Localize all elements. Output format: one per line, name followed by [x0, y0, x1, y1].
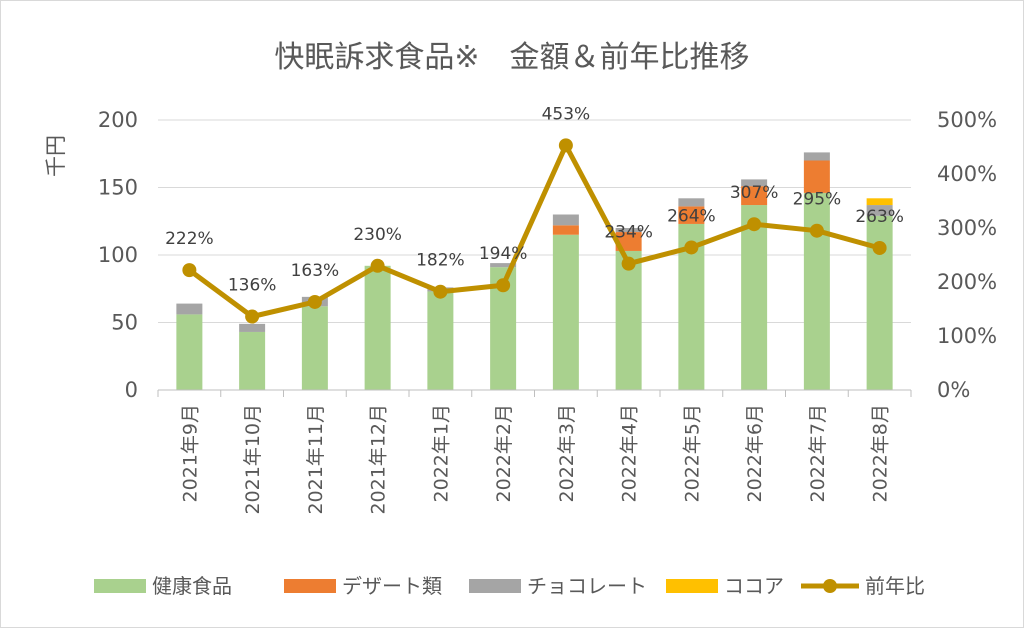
- bar-segment: [741, 205, 768, 390]
- x-tick-label: 2022年1月: [430, 404, 452, 502]
- legend-label: 前年比: [865, 574, 925, 598]
- x-tick-label: 2021年10月: [242, 404, 264, 515]
- line-point: [809, 223, 824, 238]
- labels-layer: 222% 136% 163% 230% 182% 194% 453% 234% 264% 307%…: [165, 104, 904, 295]
- line-layer: [182, 138, 887, 324]
- grid-layer: [158, 119, 911, 323]
- data-label: 264%: [667, 206, 716, 226]
- data-label: 307%: [730, 183, 779, 203]
- line-point: [370, 258, 385, 273]
- data-label: 182%: [416, 251, 465, 271]
- legend-label: 健康食品: [152, 574, 232, 598]
- y-tick-label: 50: [111, 311, 138, 335]
- bar-segment: [615, 228, 642, 233]
- line-point: [433, 284, 448, 299]
- bar-segment: [803, 160, 830, 193]
- line-point: [307, 294, 322, 309]
- chart-title: 快眠訴求食品※ 金額＆前年比推移: [274, 40, 749, 75]
- legend-label: デザート類: [342, 574, 442, 598]
- bar-segment: [490, 263, 517, 268]
- y2-tick-label: 200%: [937, 270, 997, 294]
- data-label: 263%: [855, 207, 904, 227]
- y-tick-label: 150: [98, 176, 138, 200]
- bar-segment: [176, 314, 203, 390]
- x-tick-label: 2021年12月: [368, 404, 390, 515]
- bar-segment: [803, 192, 830, 390]
- line-point: [496, 278, 511, 293]
- data-label: 163%: [291, 261, 340, 281]
- bar-segment: [176, 303, 203, 315]
- line-point: [747, 217, 762, 232]
- x-tick-label: 2022年5月: [681, 404, 703, 502]
- data-label: 234%: [604, 223, 653, 243]
- legend: 健康食品 デザート類 チョコレート ココア 前年比: [94, 574, 925, 598]
- bar-segment: [866, 198, 893, 206]
- line-series-path: [187, 142, 881, 320]
- x-tick-label: 2022年7月: [807, 404, 829, 502]
- y-tick-label: 100: [98, 243, 138, 267]
- y-tick-label: 200: [98, 108, 138, 132]
- bar-segment: [364, 265, 391, 390]
- bar-segment: [866, 205, 893, 216]
- line-point: [621, 256, 636, 271]
- bars-layer: [176, 152, 893, 390]
- x-tick-label: 2022年6月: [744, 404, 766, 502]
- bar-segment: [803, 152, 830, 161]
- data-label: 194%: [479, 244, 528, 264]
- line-point: [182, 263, 197, 278]
- legend-swatch: [666, 579, 718, 593]
- x-tick-label: 2022年2月: [493, 404, 515, 502]
- y2-tick-label: 0%: [937, 378, 970, 402]
- line-point: [872, 240, 887, 255]
- x-tick-label: 2022年8月: [870, 404, 892, 502]
- axes-layer: 0 50 100 150 200 0% 100% 200% 300% 400% 500% 2021年9…: [98, 108, 997, 515]
- x-tick-label: 2022年4月: [619, 404, 641, 502]
- data-label: 136%: [228, 276, 277, 296]
- legend-swatch: [469, 579, 521, 593]
- line-point: [684, 240, 699, 255]
- data-label: 453%: [542, 104, 591, 124]
- line-point: [245, 309, 260, 324]
- y2-tick-label: 300%: [937, 216, 997, 240]
- y2-tick-label: 400%: [937, 162, 997, 186]
- bar-segment: [678, 206, 705, 224]
- legend-swatch: [284, 579, 336, 593]
- bar-segment: [615, 250, 642, 390]
- bar-segment: [741, 179, 768, 187]
- bar-segment: [301, 306, 328, 390]
- bar-segment: [427, 291, 454, 390]
- bar-segment: [552, 225, 579, 235]
- bar-segment: [552, 234, 579, 390]
- legend-label: チョコレート: [527, 574, 647, 598]
- legend-label: ココア: [724, 574, 784, 598]
- data-label: 295%: [793, 190, 842, 210]
- legend-swatch: [823, 579, 837, 593]
- x-tick-label: 2021年11月: [305, 404, 327, 515]
- legend-swatch: [94, 579, 146, 593]
- data-label: 222%: [165, 229, 214, 249]
- bar-segment: [678, 198, 705, 207]
- bar-segment: [239, 323, 266, 332]
- y2-tick-label: 100%: [937, 324, 997, 348]
- bar-segment: [741, 186, 768, 206]
- data-label: 230%: [353, 225, 402, 245]
- y-axis-label: 千円: [44, 135, 68, 177]
- y2-tick-label: 500%: [937, 108, 997, 132]
- bar-segment: [552, 214, 579, 226]
- x-tick-label: 2021年9月: [179, 404, 201, 502]
- y-tick-label: 0: [125, 378, 138, 402]
- x-tick-label: 2022年3月: [556, 404, 578, 502]
- bar-segment: [239, 331, 266, 390]
- line-point: [558, 138, 573, 153]
